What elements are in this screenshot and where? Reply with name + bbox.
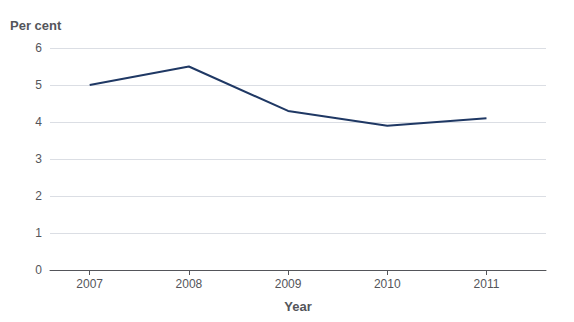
svg-text:3: 3 [35,152,42,166]
svg-text:2011: 2011 [474,277,500,291]
svg-text:4: 4 [35,115,42,129]
svg-text:6: 6 [35,41,42,55]
svg-text:Year: Year [284,299,311,314]
svg-text:2007: 2007 [76,277,103,291]
svg-text:2009: 2009 [275,277,302,291]
svg-text:2008: 2008 [176,277,203,291]
svg-text:0: 0 [35,263,42,277]
svg-text:Per cent: Per cent [10,18,62,33]
svg-text:1: 1 [35,226,42,240]
svg-text:2: 2 [35,189,42,203]
svg-text:2010: 2010 [374,277,401,291]
svg-text:5: 5 [35,78,42,92]
